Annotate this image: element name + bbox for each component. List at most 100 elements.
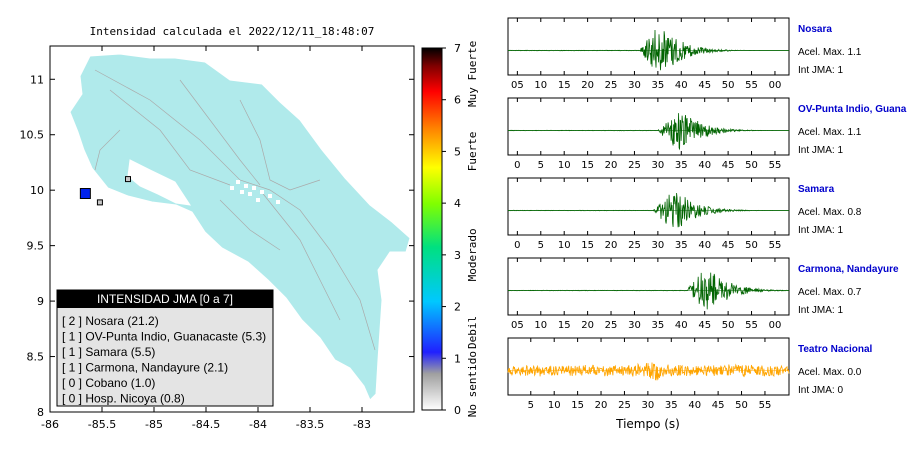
waveform-station-title: Teatro Nacional (798, 344, 872, 355)
map-ytick-label: 9.5 (27, 240, 45, 253)
waveform-frame (507, 257, 790, 316)
waveform-tick-label: 45 (712, 400, 725, 411)
gulf-of-nicoya (127, 159, 192, 206)
waveform-tick-label: 40 (675, 80, 688, 91)
waveform-tick-label: 40 (698, 160, 711, 171)
waveform-tick-label: 00 (769, 80, 782, 91)
map-xtick-label: -83 (353, 418, 371, 431)
waveform-tick-label: 30 (651, 160, 664, 171)
waveform-tick-label: 55 (759, 400, 772, 411)
waveform-panel: 05 10 15 20 25 30 35 40 45 50 55 00 Nosara Acel. Max.… (507, 17, 862, 91)
station-marker (125, 176, 131, 183)
waveform-int-jma: Int JMA: 1 (798, 65, 843, 76)
waveform-tick-label: 10 (534, 320, 547, 331)
time-axis-label: Tiempo (s) (615, 417, 680, 431)
waveform-tick-label: 10 (558, 240, 571, 251)
map-title: Intensidad calculada el 2022/12/11_18:48… (90, 25, 375, 38)
waveform-tick-label: 5 (528, 400, 534, 411)
waveform-station-title: OV-Punta Indio, Guana (798, 104, 907, 115)
waveform-tick-label: 15 (581, 160, 594, 171)
waveform-tick-label: 05 (511, 80, 524, 91)
waveform-tick-label: 30 (628, 320, 641, 331)
waveform-tick-label: 15 (558, 80, 571, 91)
waveform-frame (507, 97, 790, 156)
waveform-tick-label: 40 (698, 240, 711, 251)
colorbar-category-label: Fuerte (466, 132, 479, 172)
waveform-tick-label: 55 (745, 320, 758, 331)
waveform-tick-label: 20 (581, 320, 594, 331)
waveform-tick-label: 35 (675, 160, 688, 171)
colorbar-tick-label: 6 (454, 94, 461, 107)
colorbar-category-label: No sentido (466, 351, 479, 417)
waveform-tick-label: 20 (581, 80, 594, 91)
colorbar-category-label: Muy Fuerte (466, 41, 479, 107)
waveform-accel-max: Acel. Max. 0.7 (798, 287, 862, 298)
waveform-tick-label: 25 (605, 80, 618, 91)
colorbar-tick-label: 5 (454, 145, 461, 158)
waveform-tick-label: 50 (722, 320, 735, 331)
map-xtick-label: -84.5 (192, 418, 220, 431)
waveform-tick-label: 5 (538, 240, 544, 251)
legend-row: [ 0 ] Cobano (1.0) (62, 376, 155, 390)
waveform-tick-label: 55 (769, 160, 782, 171)
costa-rica-land (69, 53, 411, 401)
waveform-tick-label: 30 (651, 240, 664, 251)
legend-header-bg (57, 290, 273, 308)
waveform-tick-label: 10 (534, 80, 547, 91)
waveform-tick-label: 15 (571, 400, 584, 411)
legend-row: [ 2 ] Nosara (21.2) (62, 314, 159, 328)
map-ytick-label: 8 (37, 406, 44, 419)
colorbar-category-label: Moderado (466, 228, 479, 281)
colorbar-tick-label: 0 (454, 404, 461, 417)
map-xtick-label: -86 (41, 418, 59, 431)
station-marker (79, 188, 91, 200)
waveform-trace (507, 192, 789, 228)
waveform-tick-label: 45 (698, 80, 711, 91)
waveform-tick-label: 40 (688, 400, 701, 411)
waveform-panel: 5 10 15 20 25 30 35 40 45 50 55 Teatro Nacional Acel… (507, 337, 872, 411)
map-xtick-label: -85 (145, 418, 163, 431)
waveform-tick-label: 35 (651, 80, 664, 91)
waveform-tick-label: 35 (651, 320, 664, 331)
legend-row: [ 0 ] Hosp. Nicoya (0.8) (62, 392, 185, 406)
urban-cluster (230, 180, 280, 204)
legend-header: INTENSIDAD JMA [0 a 7] (97, 292, 233, 306)
waveform-tick-label: 50 (745, 240, 758, 251)
intensity-legend: INTENSIDAD JMA [0 a 7] [ 2 ] Nosara (21.… (56, 289, 274, 407)
waveform-trace (507, 272, 789, 310)
waveform-tick-label: 0 (514, 160, 520, 171)
waveform-tick-label: 35 (675, 240, 688, 251)
waveform-tick-label: 50 (745, 160, 758, 171)
map-xtick-label: -85.5 (88, 418, 116, 431)
waveform-tick-label: 45 (722, 240, 735, 251)
map-xtick-label: -84 (249, 418, 267, 431)
waveform-int-jma: Int JMA: 1 (798, 145, 843, 156)
colorbar-tick-label: 7 (454, 42, 461, 55)
waveform-tick-label: 25 (618, 400, 631, 411)
waveform-tick-label: 25 (628, 160, 641, 171)
waveform-accel-max: Acel. Max. 0.8 (798, 207, 862, 218)
waveform-tick-label: 10 (548, 400, 561, 411)
waveform-trace (507, 29, 789, 71)
waveform-int-jma: Int JMA: 1 (798, 225, 843, 236)
waveform-panel: 0 5 10 15 20 25 30 35 40 45 50 55 Samara Acel. Max. 0… (507, 177, 862, 251)
waveform-int-jma: Int JMA: 0 (798, 385, 843, 396)
waveform-tick-label: 5 (538, 160, 544, 171)
colorbar-tick-label: 3 (454, 249, 461, 262)
map-ytick-label: 10 (30, 184, 44, 197)
map-ytick-label: 8.5 (27, 351, 45, 364)
waveform-tick-label: 05 (511, 320, 524, 331)
legend-row: [ 1 ] Carmona, Nandayure (2.1) (62, 361, 228, 375)
waveform-tick-label: 30 (628, 80, 641, 91)
waveform-tick-label: 15 (558, 320, 571, 331)
map-ytick-label: 10.5 (20, 129, 45, 142)
waveform-tick-label: 55 (745, 80, 758, 91)
waveform-int-jma: Int JMA: 1 (798, 305, 843, 316)
waveform-accel-max: Acel. Max. 1.1 (798, 47, 862, 58)
waveform-trace (508, 113, 789, 151)
waveform-frame (507, 177, 790, 236)
roads (94, 69, 376, 351)
waveform-tick-label: 55 (769, 240, 782, 251)
waveform-tick-label: 25 (628, 240, 641, 251)
